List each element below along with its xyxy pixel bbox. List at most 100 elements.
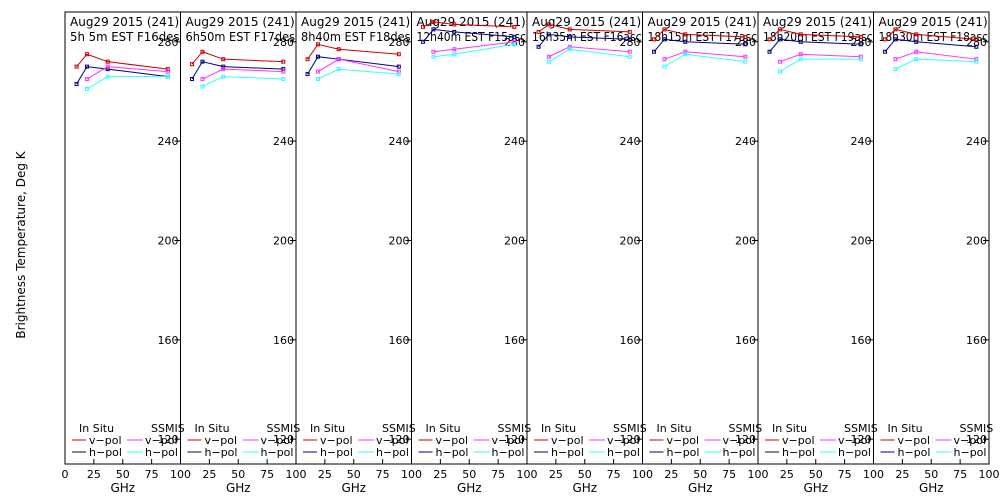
legend-label-insitu-hpol: h−pol	[782, 446, 815, 459]
panel-1: Aug29 2015 (241)5h 5m EST F16des 120 160 20…	[62, 11, 191, 495]
data-point-ssmis-hpol	[200, 84, 205, 89]
data-point-ssmis-hpol	[893, 67, 898, 72]
legend-label-ssmis-hpol: h−pol	[838, 446, 871, 459]
legend-label-insitu-vpol: v−pol	[898, 434, 931, 447]
y-tick-label: 240	[158, 135, 179, 148]
x-tick-label: 25	[780, 468, 794, 481]
data-point-ssmis-hpol	[281, 77, 286, 82]
panel-7: Aug29 2015 (241)18h20m EST F19asc1201602…	[757, 11, 884, 495]
data-point-insitu-vpol	[200, 49, 205, 54]
data-point-insitu-vpol	[767, 37, 772, 42]
data-point-insitu-hpol	[858, 42, 863, 47]
data-point-ssmis-vpol	[336, 57, 341, 62]
x-tick-label: 75	[607, 468, 621, 481]
y-tick-label: 240	[735, 135, 756, 148]
data-point-insitu-vpol	[305, 57, 310, 62]
panel-title: Aug29 2015 (241)	[70, 15, 179, 29]
y-tick-label: 240	[389, 135, 410, 148]
panel-3: Aug29 2015 (241)8h40m EST F18des 120 160 20…	[295, 11, 422, 495]
series-line-insitu-vpol	[653, 28, 746, 40]
data-point-insitu-hpol	[767, 49, 772, 54]
y-tick-label: 240	[966, 135, 987, 148]
data-point-insitu-vpol	[74, 64, 79, 69]
y-tick-label: 160	[273, 334, 294, 347]
legend-in-situ-heading: In Situ	[772, 422, 807, 435]
data-point-ssmis-hpol	[567, 47, 572, 52]
panel-subtitle: 16h35m EST F16asc	[532, 30, 642, 44]
y-tick-label: 160	[966, 334, 987, 347]
legend-ssmis-heading: SSMIS	[729, 422, 763, 435]
data-point-insitu-vpol	[743, 34, 748, 39]
y-tick-label: 200	[273, 234, 294, 247]
x-axis-label: GHz	[803, 481, 828, 495]
data-point-insitu-hpol	[567, 34, 572, 39]
y-tick-label: 120	[735, 433, 756, 446]
x-tick-label: 100	[748, 468, 769, 481]
x-tick-label: 100	[979, 468, 1000, 481]
legend-label-ssmis-vpol: v−pol	[145, 434, 178, 447]
data-point-ssmis-hpol	[84, 86, 89, 91]
data-point-insitu-hpol	[683, 39, 688, 44]
data-point-ssmis-hpol	[165, 74, 170, 79]
data-point-insitu-vpol	[662, 27, 667, 32]
x-tick-label: 75	[491, 468, 505, 481]
legend-in-situ-heading: In Situ	[195, 422, 230, 435]
legend-label-ssmis-hpol: h−pol	[492, 446, 525, 459]
data-point-ssmis-vpol	[567, 44, 572, 49]
legend-in-situ-heading: In Situ	[541, 422, 576, 435]
series-line-insitu-hpol	[653, 38, 746, 53]
legend-in-situ-heading: In Situ	[657, 422, 692, 435]
series-line-insitu-hpol	[76, 66, 168, 85]
panels: Aug29 2015 (241)5h 5m EST F16des12016020…	[62, 11, 1000, 495]
data-point-insitu-vpol	[336, 47, 341, 52]
panel-4: Aug29 2015 (241)12h40m EST F15asc 120 160 2…	[411, 11, 538, 495]
data-point-ssmis-hpol	[452, 52, 457, 57]
panel-subtitle: 8h40m EST F18des	[301, 30, 411, 44]
x-tick-label: 75	[838, 468, 852, 481]
x-tick-label: 100	[517, 468, 538, 481]
y-tick-label: 160	[620, 334, 641, 347]
panel-title: Aug29 2015 (241)	[186, 15, 295, 29]
data-point-ssmis-vpol	[777, 59, 782, 64]
panel-subtitle: 6h50m EST F17des	[186, 30, 296, 44]
y-tick-label: 160	[735, 334, 756, 347]
legend-label-ssmis-hpol: h−pol	[376, 446, 409, 459]
data-point-ssmis-vpol	[105, 64, 110, 69]
data-point-ssmis-hpol	[315, 77, 320, 82]
series-line-insitu-vpol	[422, 21, 515, 28]
data-point-ssmis-vpol	[165, 69, 170, 74]
data-point-ssmis-vpol	[546, 54, 551, 59]
y-tick-label: 200	[966, 234, 987, 247]
data-point-ssmis-hpol	[396, 72, 401, 77]
data-point-insitu-vpol	[974, 37, 979, 42]
data-point-ssmis-hpol	[798, 57, 803, 62]
panel-title: Aug29 2015 (241)	[648, 15, 757, 29]
data-point-ssmis-hpol	[743, 59, 748, 64]
y-tick-label: 280	[273, 36, 294, 49]
x-tick-label: 25	[433, 468, 447, 481]
series-line-ssmis-hpol	[548, 48, 630, 63]
series-line-insitu-vpol	[538, 23, 630, 33]
data-point-insitu-hpol	[421, 39, 426, 44]
x-tick-label: 25	[664, 468, 678, 481]
series-line-ssmis-vpol	[664, 51, 746, 60]
legend-label-insitu-hpol: h−pol	[205, 446, 238, 459]
legend-label-insitu-vpol: v−pol	[782, 434, 815, 447]
data-point-insitu-vpol	[798, 32, 803, 37]
y-tick-label: 200	[735, 234, 756, 247]
series-line-insitu-hpol	[307, 56, 399, 75]
data-point-insitu-hpol	[914, 39, 919, 44]
series-line-ssmis-vpol	[86, 66, 168, 80]
x-tick-label: 50	[693, 468, 707, 481]
legend-label-ssmis-vpol: v−pol	[607, 434, 640, 447]
x-tick-label: 100	[863, 468, 884, 481]
y-tick-label: 200	[504, 234, 525, 247]
legend-label-insitu-vpol: v−pol	[436, 434, 469, 447]
data-point-insitu-hpol	[512, 34, 517, 39]
series-line-ssmis-vpol	[433, 41, 515, 53]
y-tick-label: 160	[504, 334, 525, 347]
y-tick-label: 120	[620, 433, 641, 446]
x-tick-label: 0	[62, 468, 69, 481]
data-point-insitu-vpol	[567, 27, 572, 32]
